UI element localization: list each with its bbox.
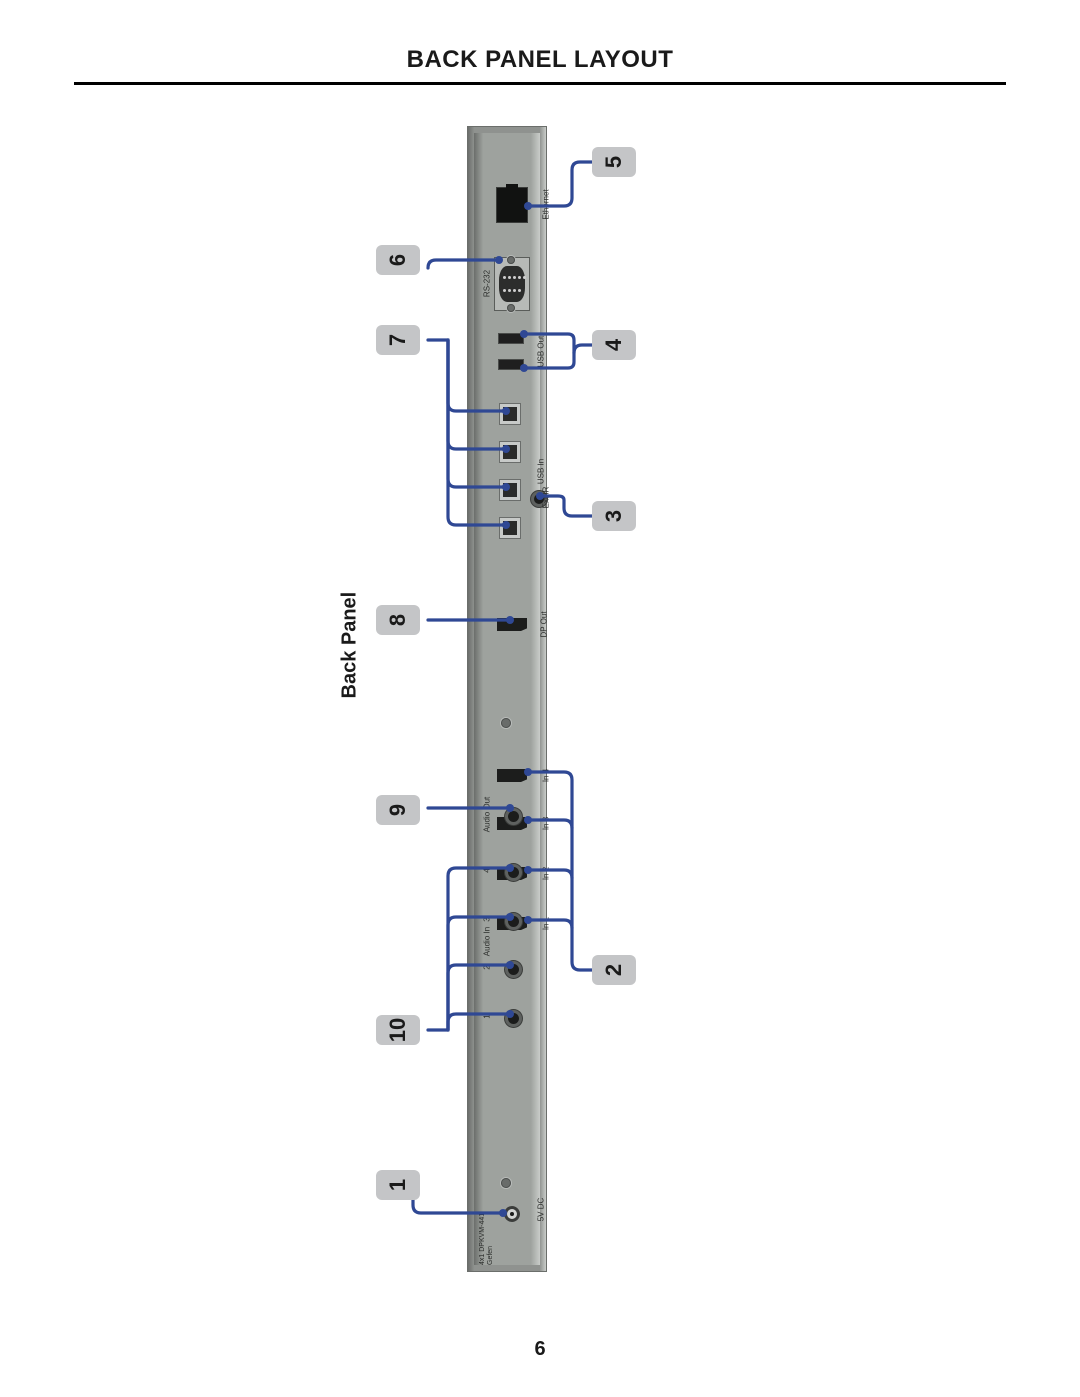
callout-badge-9: 9 (376, 795, 420, 825)
rs232-port (494, 257, 530, 311)
chassis-screw (501, 718, 511, 728)
port-label: Ethernet (542, 185, 551, 225)
audio-out-jack (508, 811, 519, 822)
usb-b-in-port (499, 441, 521, 463)
port-label: In 1 (542, 904, 551, 944)
usb-b-in-port (499, 517, 521, 539)
ethernet-port (496, 187, 528, 223)
chassis-screw (501, 1178, 511, 1188)
port-label: DP Out (540, 605, 549, 645)
port-label: 4 (483, 851, 492, 891)
audio-in-jack (508, 916, 519, 927)
audio-in-jack (508, 964, 519, 975)
port-label: USB Out (537, 332, 546, 372)
page-title: BACK PANEL LAYOUT (0, 46, 1080, 74)
callout-badge-1: 1 (376, 1170, 420, 1200)
port-label: In 4 (542, 756, 551, 796)
page-number: 6 (0, 1338, 1080, 1361)
callout-badge-10: 10 (376, 1015, 420, 1045)
usb-a-out-port (498, 359, 524, 370)
usb-b-in-port (499, 479, 521, 501)
device-back-panel: 4x1 DPKVM-441Gefen5V DCIn 1In 2In 3In 41… (467, 126, 547, 1272)
port-label: 5V DC (537, 1190, 546, 1230)
device-model-label: 4x1 DPKVM-441Gefen (479, 1213, 494, 1265)
port-label: In 2 (542, 854, 551, 894)
callout-badge-8: 8 (376, 605, 420, 635)
callout-badge-3: 3 (592, 501, 636, 531)
dc-power-port (504, 1206, 520, 1222)
callout-badge-7: 7 (376, 325, 420, 355)
callout-badge-2: 2 (592, 955, 636, 985)
section-subtitle: Back Panel (339, 579, 362, 699)
callout-badge-6: 6 (376, 245, 420, 275)
displayport-in (497, 769, 527, 782)
audio-in-jack (508, 867, 519, 878)
port-label: In 3 (542, 804, 551, 844)
port-label: Ext IR (542, 478, 551, 518)
port-label: 1 (483, 997, 492, 1037)
audio-in-jack (508, 1013, 519, 1024)
callout-badge-5: 5 (592, 147, 636, 177)
usb-a-out-port (498, 333, 524, 344)
port-label: Audio In (483, 922, 492, 962)
port-label: Audio Out (483, 795, 492, 835)
displayport-out (497, 618, 527, 631)
port-label: RS-232 (483, 264, 492, 304)
usb-b-in-port (499, 403, 521, 425)
callout-badge-4: 4 (592, 330, 636, 360)
title-rule (74, 82, 1006, 85)
